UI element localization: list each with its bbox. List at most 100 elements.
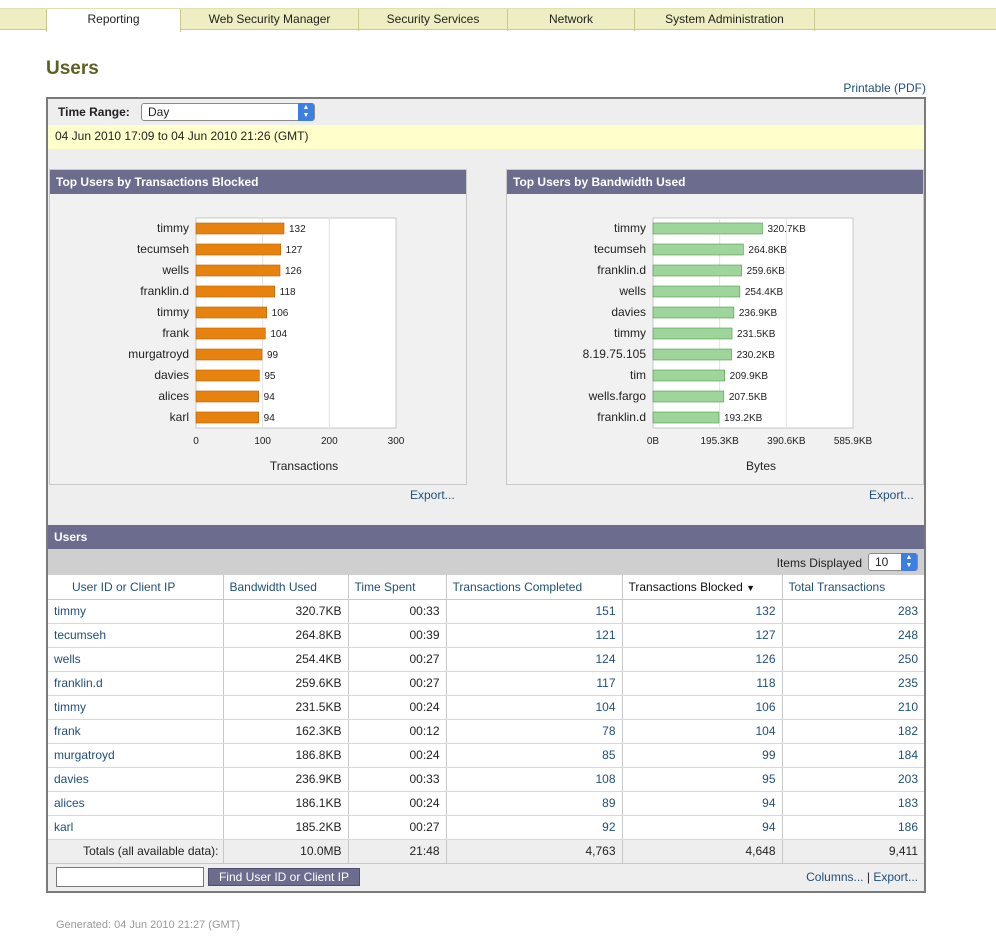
blocked-chart-value-label: 95: [264, 371, 276, 382]
bandwidth-chart-category-label: 8.19.75.105: [583, 347, 647, 361]
cell-completed[interactable]: 151: [446, 599, 623, 624]
cell-total[interactable]: 183: [782, 791, 924, 816]
bandwidth-chart-value-label: 320.7KB: [767, 224, 806, 235]
blocked-chart-bar: [195, 369, 260, 382]
export-blocked-link[interactable]: Export...: [410, 488, 455, 502]
cell-total[interactable]: 248: [782, 623, 924, 648]
bandwidth-chart-category-label: franklin.d: [597, 263, 646, 277]
time-range-select[interactable]: Day ▲ ▼: [141, 103, 315, 121]
cell-completed[interactable]: 78: [446, 719, 623, 744]
blocked-chart-category-label: timmy: [157, 305, 189, 319]
cell-completed[interactable]: 117: [446, 671, 623, 696]
cell-user[interactable]: franklin.d: [48, 671, 224, 696]
col-transactions-blocked[interactable]: Transactions Blocked ▼: [622, 575, 783, 600]
cell-user[interactable]: karl: [48, 815, 224, 840]
totals-blocked: 4,648: [622, 839, 783, 864]
export-bandwidth-link[interactable]: Export...: [869, 488, 914, 502]
table-row: frank 162.3KB 00:12 78 104 182: [48, 719, 924, 744]
col-total-transactions[interactable]: Total Transactions: [782, 575, 924, 600]
cell-total[interactable]: 184: [782, 743, 924, 768]
bandwidth-chart-category-label: davies: [611, 305, 646, 319]
cell-user[interactable]: alices: [48, 791, 224, 816]
col-user-id[interactable]: User ID or Client IP: [48, 575, 224, 600]
cell-blocked[interactable]: 95: [622, 767, 783, 792]
blocked-chart-category-label: frank: [162, 326, 190, 340]
blocked-chart-tick-label: 100: [254, 436, 271, 447]
cell-user[interactable]: timmy: [48, 695, 224, 720]
cell-blocked[interactable]: 127: [622, 623, 783, 648]
cell-blocked[interactable]: 126: [622, 647, 783, 672]
bandwidth-chart-category-label: timmy: [614, 326, 646, 340]
blocked-chart-bar: [195, 390, 259, 403]
cell-user[interactable]: davies: [48, 767, 224, 792]
cell-blocked[interactable]: 99: [622, 743, 783, 768]
blocked-chart-bar: [195, 222, 285, 235]
col-bandwidth-used[interactable]: Bandwidth Used: [223, 575, 349, 600]
cell-completed[interactable]: 121: [446, 623, 623, 648]
cell-completed[interactable]: 89: [446, 791, 623, 816]
cell-completed[interactable]: 104: [446, 695, 623, 720]
cell-completed[interactable]: 92: [446, 815, 623, 840]
tab-network[interactable]: Network: [508, 9, 635, 31]
cell-blocked[interactable]: 94: [622, 815, 783, 840]
cell-user[interactable]: wells: [48, 647, 224, 672]
select-arrows-icon: ▲ ▼: [298, 103, 314, 121]
cell-blocked[interactable]: 132: [622, 599, 783, 624]
cell-completed[interactable]: 124: [446, 647, 623, 672]
find-user-button[interactable]: Find User ID or Client IP: [208, 868, 360, 886]
chart-bandwidth-used: Top Users by Bandwidth Used timmy 320.7KB…: [506, 169, 924, 485]
cell-completed[interactable]: 108: [446, 767, 623, 792]
tab-reporting[interactable]: Reporting: [46, 9, 181, 32]
cell-blocked[interactable]: 106: [622, 695, 783, 720]
blocked-chart-value-label: 104: [270, 329, 287, 340]
cell-total[interactable]: 186: [782, 815, 924, 840]
cell-blocked[interactable]: 94: [622, 791, 783, 816]
chart-title-blocked: Top Users by Transactions Blocked: [50, 170, 466, 194]
printable-pdf-link[interactable]: Printable (PDF): [843, 81, 926, 95]
items-displayed-select[interactable]: 10 ▲ ▼: [868, 553, 918, 571]
export-table-link[interactable]: Export...: [873, 870, 918, 884]
bandwidth-chart-value-label: 193.2KB: [724, 413, 763, 424]
tab-security-services[interactable]: Security Services: [359, 9, 508, 31]
cell-time: 00:39: [348, 623, 447, 648]
cell-total[interactable]: 203: [782, 767, 924, 792]
users-table: User ID or Client IP Bandwidth Used Time…: [48, 575, 924, 864]
find-user-input[interactable]: [56, 867, 204, 887]
totals-row: Totals (all available data): 10.0MB 21:48 4…: [48, 839, 924, 864]
col-transactions-completed[interactable]: Transactions Completed: [446, 575, 623, 600]
cell-user[interactable]: tecumseh: [48, 623, 224, 648]
bandwidth-chart-category-label: tecumseh: [594, 242, 646, 256]
bandwidth-chart-value-label: 254.4KB: [745, 287, 784, 298]
col-time-spent[interactable]: Time Spent: [348, 575, 447, 600]
table-row: franklin.d 259.6KB 00:27 117 118 235: [48, 671, 924, 696]
cell-user[interactable]: murgatroyd: [48, 743, 224, 768]
bandwidth-chart-tick-label: 390.6KB: [767, 436, 806, 447]
cell-bandwidth: 236.9KB: [223, 767, 349, 792]
bandwidth-chart-value-label: 209.9KB: [730, 371, 769, 382]
blocked-chart-value-label: 106: [272, 308, 289, 319]
blocked-chart-value-label: 94: [264, 413, 276, 424]
blocked-chart-bar: [195, 327, 266, 340]
cell-bandwidth: 264.8KB: [223, 623, 349, 648]
cell-total[interactable]: 210: [782, 695, 924, 720]
cell-total[interactable]: 182: [782, 719, 924, 744]
cell-total[interactable]: 235: [782, 671, 924, 696]
cell-user[interactable]: frank: [48, 719, 224, 744]
blocked-bar-chart: timmy 132 tecumseh 127 wells 126 franklin.d 118…: [128, 217, 405, 473]
cell-user[interactable]: timmy: [48, 599, 224, 624]
totals-completed: 4,763: [446, 839, 623, 864]
totals-label: Totals (all available data):: [48, 839, 224, 864]
blocked-chart-tick-label: 0: [193, 436, 199, 447]
bandwidth-chart-bar: [652, 369, 725, 382]
tab-web-security-manager[interactable]: Web Security Manager: [181, 9, 359, 31]
columns-link[interactable]: Columns...: [806, 870, 864, 884]
cell-completed[interactable]: 85: [446, 743, 623, 768]
cell-blocked[interactable]: 104: [622, 719, 783, 744]
cell-time: 00:24: [348, 695, 447, 720]
cell-total[interactable]: 283: [782, 599, 924, 624]
bandwidth-chart-value-label: 231.5KB: [737, 329, 776, 340]
blocked-chart-category-label: timmy: [157, 221, 189, 235]
cell-blocked[interactable]: 118: [622, 671, 783, 696]
tab-system-administration[interactable]: System Administration: [635, 9, 815, 31]
cell-total[interactable]: 250: [782, 647, 924, 672]
